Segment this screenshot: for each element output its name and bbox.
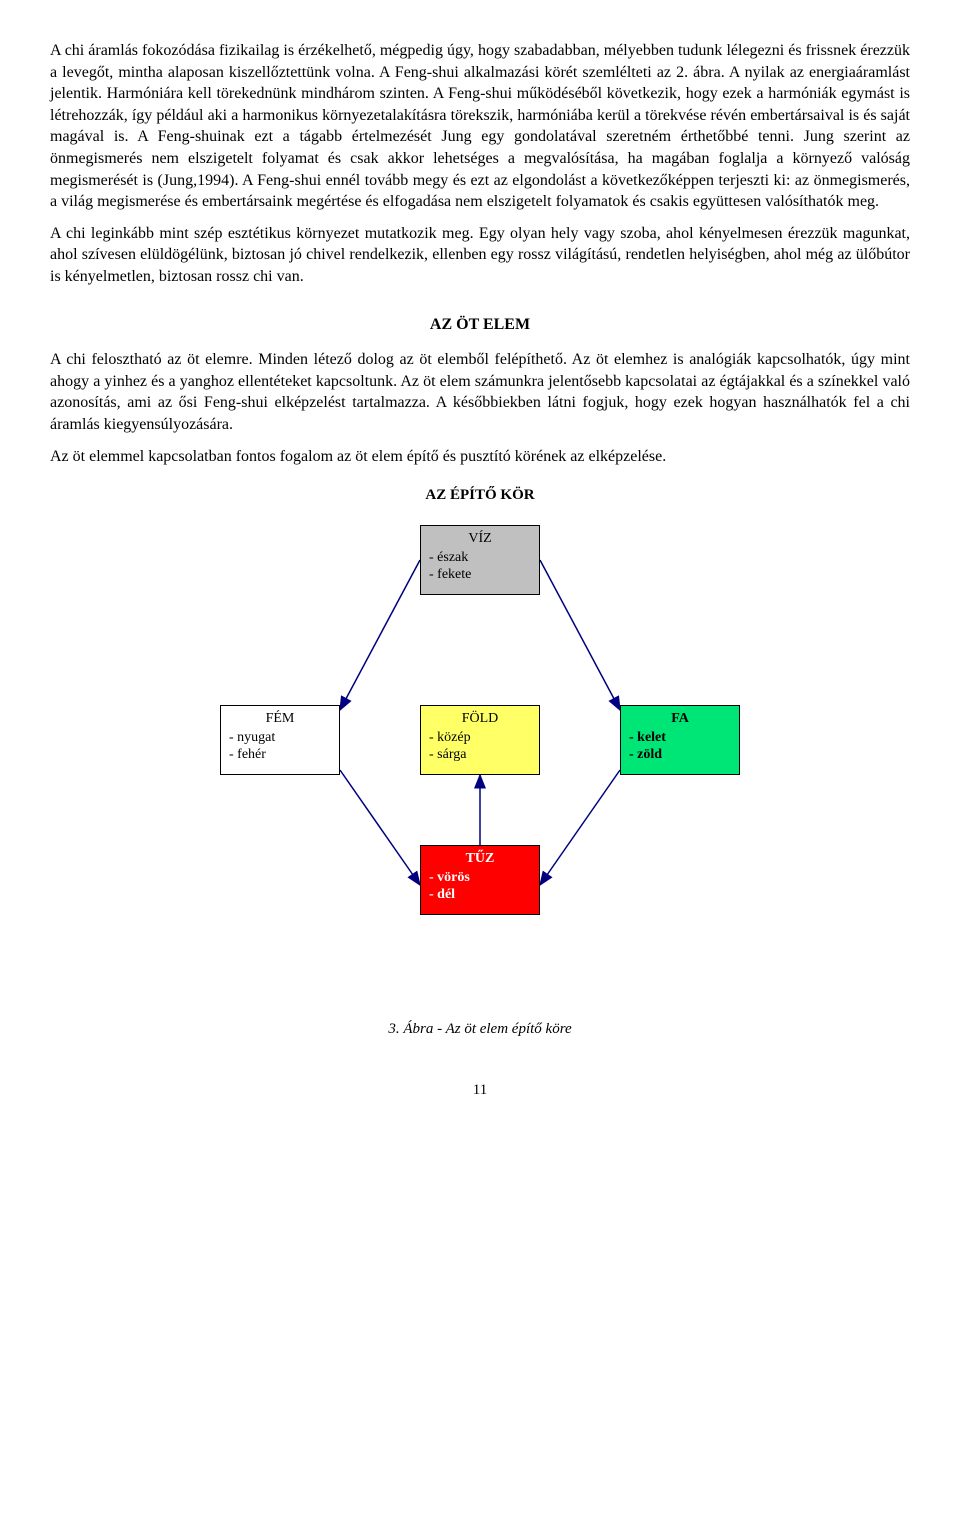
- node-fa-line1: - kelet: [629, 729, 731, 747]
- node-fem-title: FÉM: [229, 710, 331, 728]
- heading-ot-elem: AZ ÖT ELEM: [50, 314, 910, 336]
- page-number: 11: [50, 1080, 910, 1100]
- paragraph-3: A chi felosztható az öt elemre. Minden l…: [50, 349, 910, 435]
- node-tuz-line1: - vörös: [429, 869, 531, 887]
- node-tuz-line2: - dél: [429, 886, 531, 904]
- node-fem: FÉM - nyugat - fehér: [220, 705, 340, 775]
- node-fold: FÖLD - közép - sárga: [420, 705, 540, 775]
- node-viz-line1: - észak: [429, 549, 531, 567]
- heading-epito-kor: AZ ÉPÍTŐ KÖR: [50, 485, 910, 505]
- node-fem-line2: - fehér: [229, 746, 331, 764]
- node-tuz-title: TŰZ: [429, 850, 531, 868]
- paragraph-2: A chi leginkább mint szép esztétikus kör…: [50, 223, 910, 288]
- node-fold-line2: - sárga: [429, 746, 531, 764]
- node-fold-line1: - közép: [429, 729, 531, 747]
- node-fold-title: FÖLD: [429, 710, 531, 728]
- node-tuz: TŰZ - vörös - dél: [420, 845, 540, 915]
- node-viz: VÍZ - észak - fekete: [420, 525, 540, 595]
- node-fa-line2: - zöld: [629, 746, 731, 764]
- node-viz-line2: - fekete: [429, 566, 531, 584]
- node-viz-title: VÍZ: [429, 530, 531, 548]
- diagram-container: VÍZ - észak - fekete FÉM - nyugat - fehé…: [50, 515, 910, 995]
- figure-caption: 3. Ábra - Az öt elem építő köre: [50, 1019, 910, 1039]
- node-fem-line1: - nyugat: [229, 729, 331, 747]
- node-fa: FA - kelet - zöld: [620, 705, 740, 775]
- paragraph-1: A chi áramlás fokozódása fizikailag is é…: [50, 40, 910, 213]
- paragraph-4: Az öt elemmel kapcsolatban fontos fogalo…: [50, 446, 910, 468]
- node-fa-title: FA: [629, 710, 731, 728]
- five-elements-diagram: VÍZ - észak - fekete FÉM - nyugat - fehé…: [180, 515, 780, 995]
